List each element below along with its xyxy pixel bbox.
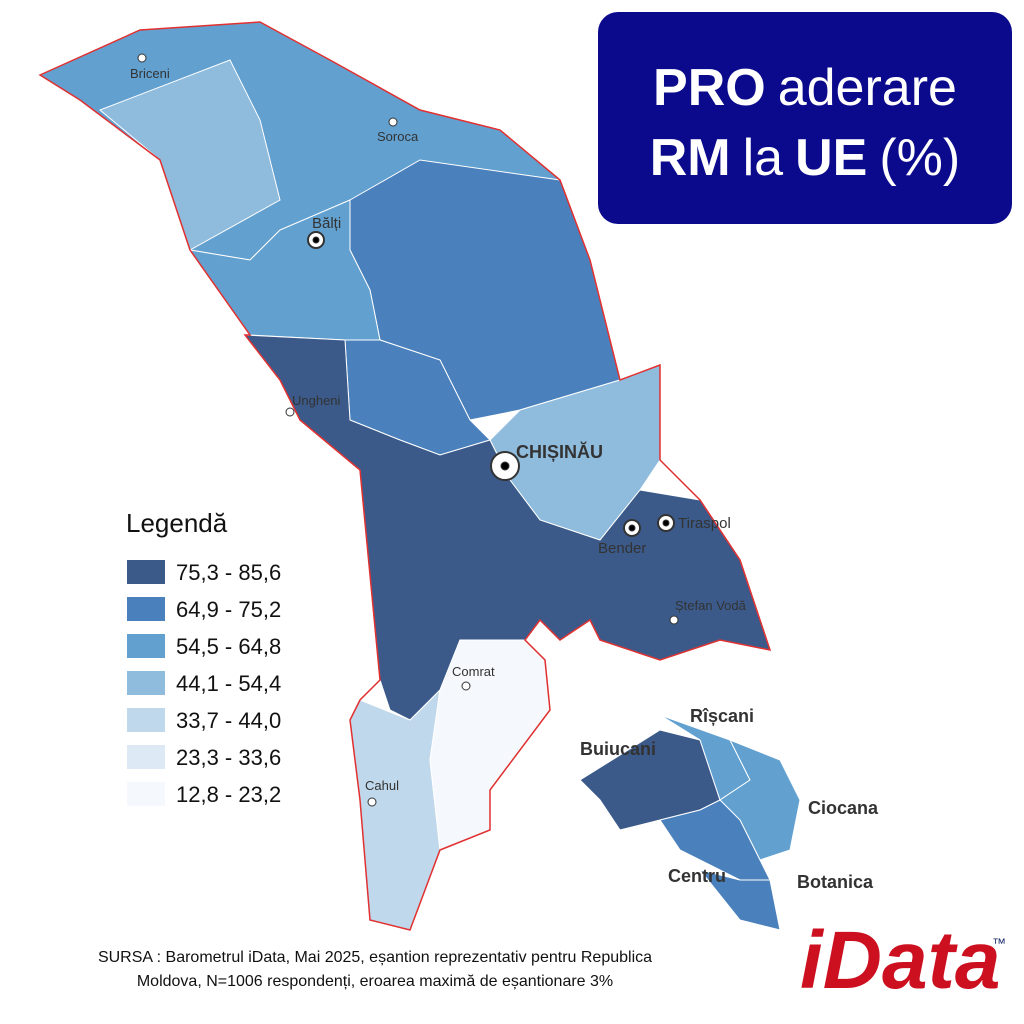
sector-area <box>659 799 771 881</box>
legend-label: 33,7 - 44,0 <box>176 708 281 733</box>
city-dot <box>628 524 636 532</box>
legend-swatch <box>127 634 165 658</box>
city-label: Briceni <box>130 66 170 81</box>
city-dot <box>500 461 510 471</box>
source-text: SURSA : Barometrul iData, Mai 2025, eșan… <box>98 949 652 966</box>
title-part: RM <box>650 129 731 187</box>
sector-label: Buiucani <box>580 739 656 759</box>
city-markers <box>137 53 679 807</box>
legend-label: 23,3 - 33,6 <box>176 745 281 770</box>
legend-label: 64,9 - 75,2 <box>176 597 281 622</box>
city-dot <box>312 236 320 244</box>
sector-label: Botanica <box>797 872 874 892</box>
legend-swatch <box>127 597 165 621</box>
legend-swatch <box>127 782 165 806</box>
city-label: Cahul <box>365 778 399 793</box>
logo-mark: ™ <box>992 935 1006 951</box>
title-line: PRO aderare <box>653 59 957 117</box>
title-box <box>598 12 1012 224</box>
logo: iData <box>800 915 1001 1006</box>
city-dot <box>669 615 679 625</box>
city-dot <box>137 53 147 63</box>
legend-swatch <box>127 745 165 769</box>
title-part: (%) <box>879 129 960 187</box>
legend-swatch <box>127 671 165 695</box>
city-label: Bălți <box>312 215 341 232</box>
title-part: aderare <box>778 59 957 117</box>
city-dot <box>388 117 398 127</box>
city-label: Ungheni <box>292 393 341 408</box>
map <box>38 21 801 931</box>
city-label: Comrat <box>452 664 495 679</box>
title-part: la <box>743 129 784 187</box>
sector-labels: Buiucani Rîșcani Ciocana Centru Botanica <box>580 706 879 892</box>
legend-swatch <box>127 560 165 584</box>
source-text: Moldova, N=1006 respondenți, eroarea max… <box>137 973 613 990</box>
border <box>38 21 772 931</box>
city-dot <box>367 797 377 807</box>
city-label: Bender <box>598 540 646 557</box>
legend-label: 54,5 - 64,8 <box>176 634 281 659</box>
legend-title: Legendă <box>126 508 228 538</box>
legend-label: 75,3 - 85,6 <box>176 560 281 585</box>
city-label: Soroca <box>377 129 419 144</box>
city-label: Ștefan Vodă <box>675 598 747 613</box>
legend-label: 44,1 - 54,4 <box>176 671 281 696</box>
city-dot <box>285 407 295 417</box>
legend: 75,3 - 85,6 64,9 - 75,2 54,5 - 64,8 44,1 - … <box>127 560 281 807</box>
legend-label: 12,8 - 23,2 <box>176 782 281 807</box>
region <box>349 688 441 931</box>
city-dot <box>461 681 471 691</box>
city-label: Tiraspol <box>678 515 731 532</box>
title-part: PRO <box>653 59 766 117</box>
title-line: RM la UE (%) <box>650 129 960 187</box>
sector-label: Ciocana <box>808 798 879 818</box>
sector-label: Rîșcani <box>690 706 754 726</box>
city-labels: Briceni Soroca Bălți Ungheni CHIȘINĂU Ti… <box>130 66 747 793</box>
title-part: UE <box>795 129 867 187</box>
sector-area <box>698 869 781 931</box>
sector-label: Centru <box>668 866 726 886</box>
legend-swatch <box>127 708 165 732</box>
city-label: CHIȘINĂU <box>516 441 603 462</box>
city-dot <box>662 519 670 527</box>
